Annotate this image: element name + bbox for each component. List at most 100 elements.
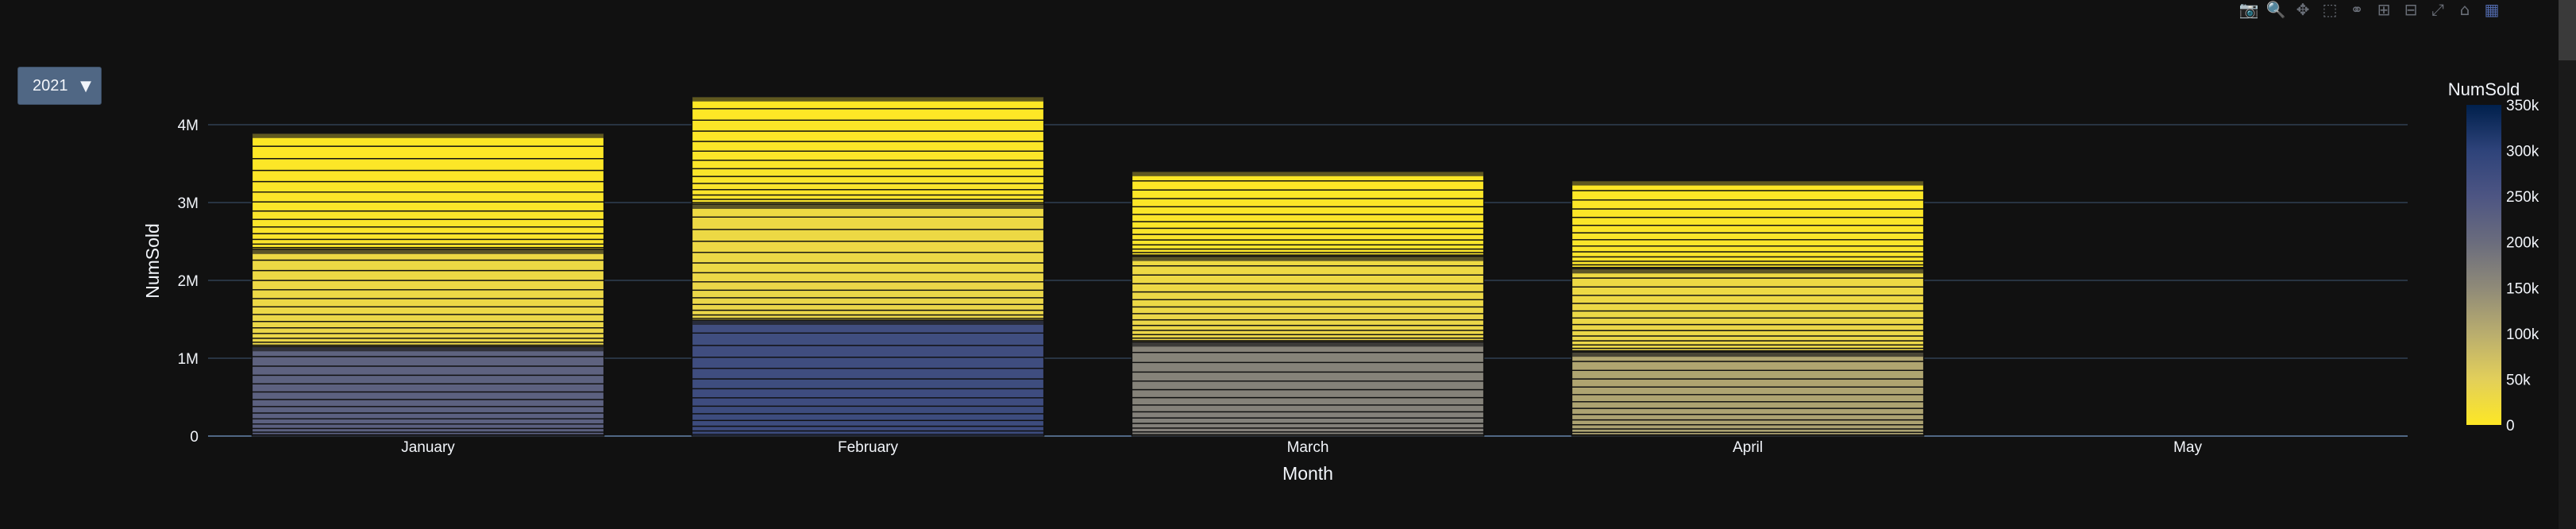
bar-segment — [251, 327, 605, 334]
bar-segment — [1571, 224, 1925, 234]
bar-segment — [1571, 401, 1925, 409]
bar-segment — [1131, 206, 1485, 215]
x-tick-label: February — [838, 439, 899, 456]
bar-segment — [251, 321, 605, 329]
bar-segment — [251, 365, 605, 376]
bar-segment — [251, 412, 605, 419]
bar-segment — [691, 130, 1045, 142]
x-tick-label: January — [401, 439, 455, 456]
bar-segment — [1131, 239, 1485, 245]
bar-segment — [251, 157, 605, 172]
bar-segment — [691, 388, 1045, 399]
bar-group-edge — [1571, 352, 1924, 357]
bar-segment — [691, 413, 1045, 422]
bar-segment — [691, 368, 1045, 380]
bar-segment — [1571, 286, 1925, 296]
bar-segment — [251, 289, 605, 299]
bar-segment — [1131, 388, 1485, 399]
bar-segment — [251, 374, 605, 384]
bar-segment — [1131, 417, 1485, 424]
bar-segment — [691, 419, 1045, 427]
pan-icon[interactable]: ✥ — [2296, 0, 2310, 19]
bar-segment — [1131, 423, 1485, 429]
year-dropdown[interactable]: 2021 ▼ — [17, 67, 102, 105]
x-axis-title: Month — [1282, 463, 1333, 484]
bar-segment — [251, 269, 605, 281]
bar-segment — [691, 176, 1045, 184]
bar-segment — [691, 332, 1045, 346]
bar-segment — [1131, 214, 1485, 222]
camera-icon[interactable]: 📷 — [2239, 0, 2259, 19]
bar-segment — [251, 383, 605, 393]
scrollbar-thumb[interactable] — [2559, 0, 2576, 60]
bar-group-edge — [1132, 256, 1484, 261]
bar-segment — [1571, 303, 1925, 312]
bar-segment — [1571, 335, 1925, 342]
bar-group-edge — [692, 203, 1044, 209]
zoom-in-icon[interactable]: ⊞ — [2377, 0, 2391, 19]
scrollbar-track[interactable] — [2559, 0, 2576, 529]
bar-segment — [1571, 394, 1925, 403]
bar-group-edge — [1132, 342, 1484, 347]
bar-segment — [691, 108, 1045, 121]
bar-segment — [1131, 180, 1485, 191]
bar-segment — [1131, 227, 1485, 235]
bar-segment — [691, 189, 1045, 196]
bar-segment — [691, 216, 1045, 230]
bar-segment — [1131, 396, 1485, 406]
bar-segment — [691, 303, 1045, 311]
bar-segment — [691, 378, 1045, 390]
bar-segment — [251, 280, 605, 291]
bar-segment — [1131, 404, 1485, 413]
bar-segment — [1571, 256, 1925, 262]
x-tick-label: March — [1287, 439, 1329, 456]
zoom-out-icon[interactable]: ⊟ — [2404, 0, 2418, 19]
modebar: 📷 🔍 ✥ ⬚ ⚭ ⊞ ⊟ ⤢ ⌂ ▦ — [2239, 0, 2501, 19]
colorbar-tick-label: 200k — [2506, 235, 2539, 252]
bar-segment — [251, 399, 605, 407]
box-select-icon[interactable]: ⬚ — [2322, 0, 2338, 19]
bar-segment — [251, 406, 605, 414]
colorbar — [2466, 105, 2501, 425]
y-tick-label: 2M — [178, 273, 199, 290]
bar-segment — [1571, 317, 1925, 326]
y-tick-label: 0 — [190, 429, 199, 446]
bar-segment — [1131, 324, 1485, 331]
colorbar-tick-label: 100k — [2506, 326, 2539, 343]
bar-segment — [1571, 245, 1925, 253]
bar-segment — [251, 201, 605, 212]
plotly-logo-icon[interactable]: ▦ — [2484, 0, 2500, 19]
bar-segment — [1571, 216, 1925, 226]
bar-segment — [1571, 323, 1925, 331]
bar-group-edge — [1571, 268, 1924, 274]
bar-segment — [1131, 330, 1485, 335]
bar-segment — [1131, 411, 1485, 419]
bar-segment — [251, 298, 605, 307]
bar-segment — [1571, 369, 1925, 380]
autoscale-icon[interactable]: ⤢ — [2431, 0, 2444, 19]
zoom-icon[interactable]: 🔍 — [2266, 0, 2286, 19]
bar-segment — [251, 210, 605, 220]
bar-segment — [251, 191, 605, 203]
bar-segment — [1131, 291, 1485, 300]
bar-segment — [1131, 234, 1485, 241]
bar-segment — [691, 357, 1045, 369]
home-icon[interactable]: ⌂ — [2459, 0, 2470, 19]
bar-segment — [691, 194, 1045, 200]
bar-segment — [1131, 264, 1485, 276]
bar-segment — [1571, 295, 1925, 304]
bar-segment — [251, 169, 605, 183]
bar-segment — [1571, 424, 1925, 430]
colorbar-tick-label: 50k — [2506, 372, 2531, 388]
bar-segment — [1131, 221, 1485, 230]
bar-segment — [691, 183, 1045, 191]
bar-segment — [691, 252, 1045, 264]
colorbar-tick-label: 150k — [2506, 280, 2539, 297]
y-tick-label: 1M — [178, 351, 199, 368]
lasso-icon[interactable]: ⚭ — [2350, 0, 2364, 19]
bar-segment — [691, 297, 1045, 306]
bar-segment — [691, 160, 1045, 170]
y-axis-title: NumSold — [142, 223, 163, 299]
bar-segment — [1571, 277, 1925, 288]
